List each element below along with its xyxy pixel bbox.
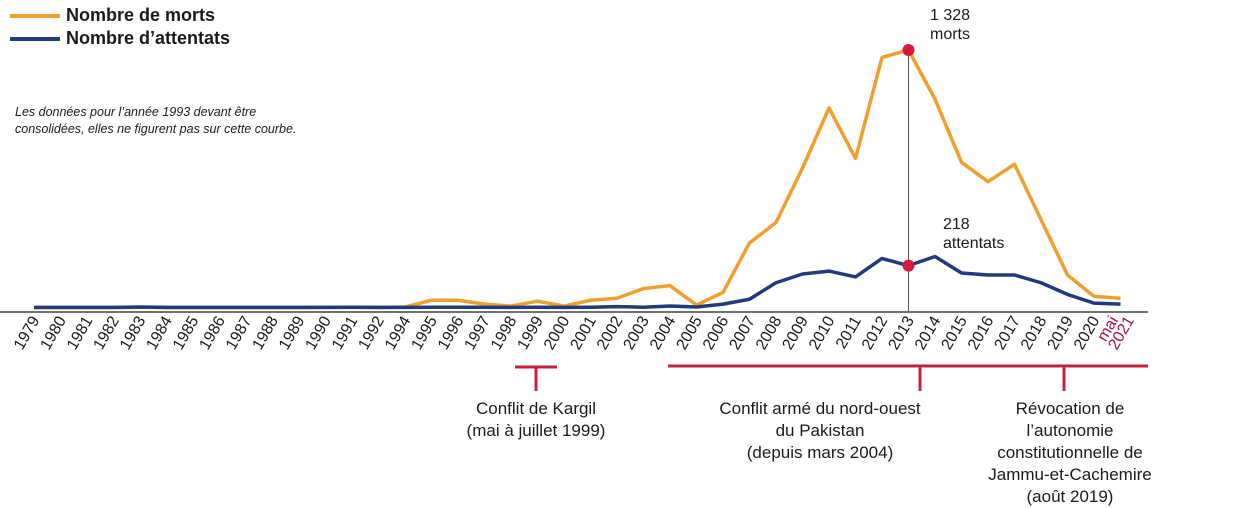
x-tick-label: 2009 — [779, 313, 812, 352]
x-tick-label: 1981 — [64, 313, 97, 352]
x-tick-label: 2017 — [991, 313, 1024, 352]
attacks-annotation: 218 attentats — [943, 215, 1004, 253]
x-tick-label: 1988 — [249, 313, 282, 352]
x-tick-label: 2006 — [700, 313, 733, 352]
x-tick-label: 1992 — [355, 313, 388, 352]
x-tick-label: 1979 — [11, 313, 44, 352]
event-kargil: Conflit de Kargil (mai à juillet 1999) — [436, 398, 636, 442]
attacks-annotation-value: 218 — [943, 215, 1004, 234]
event-pakistan-line3: (depuis mars 2004) — [700, 442, 940, 464]
x-tick-label: 2007 — [726, 313, 759, 352]
event-revocation-line1: Révocation de l’autonomie — [970, 398, 1170, 442]
event-pakistan-line2: du Pakistan — [700, 420, 940, 442]
x-tick-label: 1997 — [461, 313, 494, 352]
x-tick-label: 2003 — [620, 313, 653, 352]
x-tick-label: 1982 — [90, 313, 123, 352]
x-tick-label: 2001 — [567, 313, 600, 352]
x-tick-label: 1985 — [170, 313, 203, 352]
x-tick-label: 1989 — [276, 313, 309, 352]
x-tick-label: 1994 — [382, 313, 415, 352]
x-tick-label: 1990 — [302, 313, 335, 352]
x-tick-label: 2019 — [1044, 313, 1077, 352]
x-tick-label: 1996 — [435, 313, 468, 352]
legend: Nombre de morts Nombre d’attentats — [10, 4, 230, 50]
event-kargil-line1: Conflit de Kargil — [436, 398, 636, 420]
x-tick-label: 1998 — [488, 313, 521, 352]
attacks-annotation-unit: attentats — [943, 234, 1004, 253]
data-note: Les données pour l’année 1993 devant êtr… — [15, 104, 315, 138]
series-line-attacks — [34, 257, 1121, 308]
legend-label-attacks: Nombre d’attentats — [66, 28, 230, 49]
event-revocation-line3: Jammu-et-Cachemire — [970, 464, 1170, 486]
x-tick-label: 2015 — [938, 313, 971, 352]
x-tick-label: 1980 — [37, 313, 70, 352]
legend-label-deaths: Nombre de morts — [66, 5, 215, 26]
x-tick-label: 2008 — [753, 313, 786, 352]
x-tick-label: 2016 — [965, 313, 998, 352]
x-tick-label: 2013 — [885, 313, 918, 352]
x-tick-label: 1995 — [408, 313, 441, 352]
x-tick-label: 2010 — [806, 313, 839, 352]
x-tick-label: 1987 — [223, 313, 256, 352]
x-tick-label: 2018 — [1018, 313, 1051, 352]
legend-swatch-deaths — [10, 14, 60, 18]
event-revocation-line2: constitutionnelle de — [970, 442, 1170, 464]
legend-item-deaths: Nombre de morts — [10, 4, 230, 27]
x-tick-label: 2014 — [912, 313, 945, 352]
event-pakistan: Conflit armé du nord-ouest du Pakistan (… — [700, 398, 940, 464]
legend-swatch-attacks — [10, 37, 60, 41]
event-pakistan-line1: Conflit armé du nord-ouest — [700, 398, 940, 420]
highlight-dot-deaths — [903, 44, 915, 56]
event-kargil-line2: (mai à juillet 1999) — [436, 420, 636, 442]
x-tick-label: 2005 — [673, 313, 706, 352]
deaths-annotation-value: 1 328 — [930, 6, 970, 25]
x-tick-label: 1991 — [329, 313, 362, 352]
x-tick-label: 1999 — [514, 313, 547, 352]
x-tick-label: 2000 — [541, 313, 574, 352]
x-tick-label: 2002 — [594, 313, 627, 352]
deaths-annotation: 1 328 morts — [930, 6, 970, 44]
x-tick-label: 2012 — [859, 313, 892, 352]
x-tick-label: 1986 — [196, 313, 229, 352]
event-revocation-line4: (août 2019) — [970, 486, 1170, 508]
x-tick-label: 1983 — [117, 313, 150, 352]
highlight-dot-attacks — [903, 260, 915, 272]
event-revocation: Révocation de l’autonomie constitutionne… — [970, 398, 1170, 508]
x-tick-label: 2004 — [647, 313, 680, 352]
legend-item-attacks: Nombre d’attentats — [10, 27, 230, 50]
x-tick-label: 1984 — [143, 313, 176, 352]
deaths-annotation-unit: morts — [930, 25, 970, 44]
